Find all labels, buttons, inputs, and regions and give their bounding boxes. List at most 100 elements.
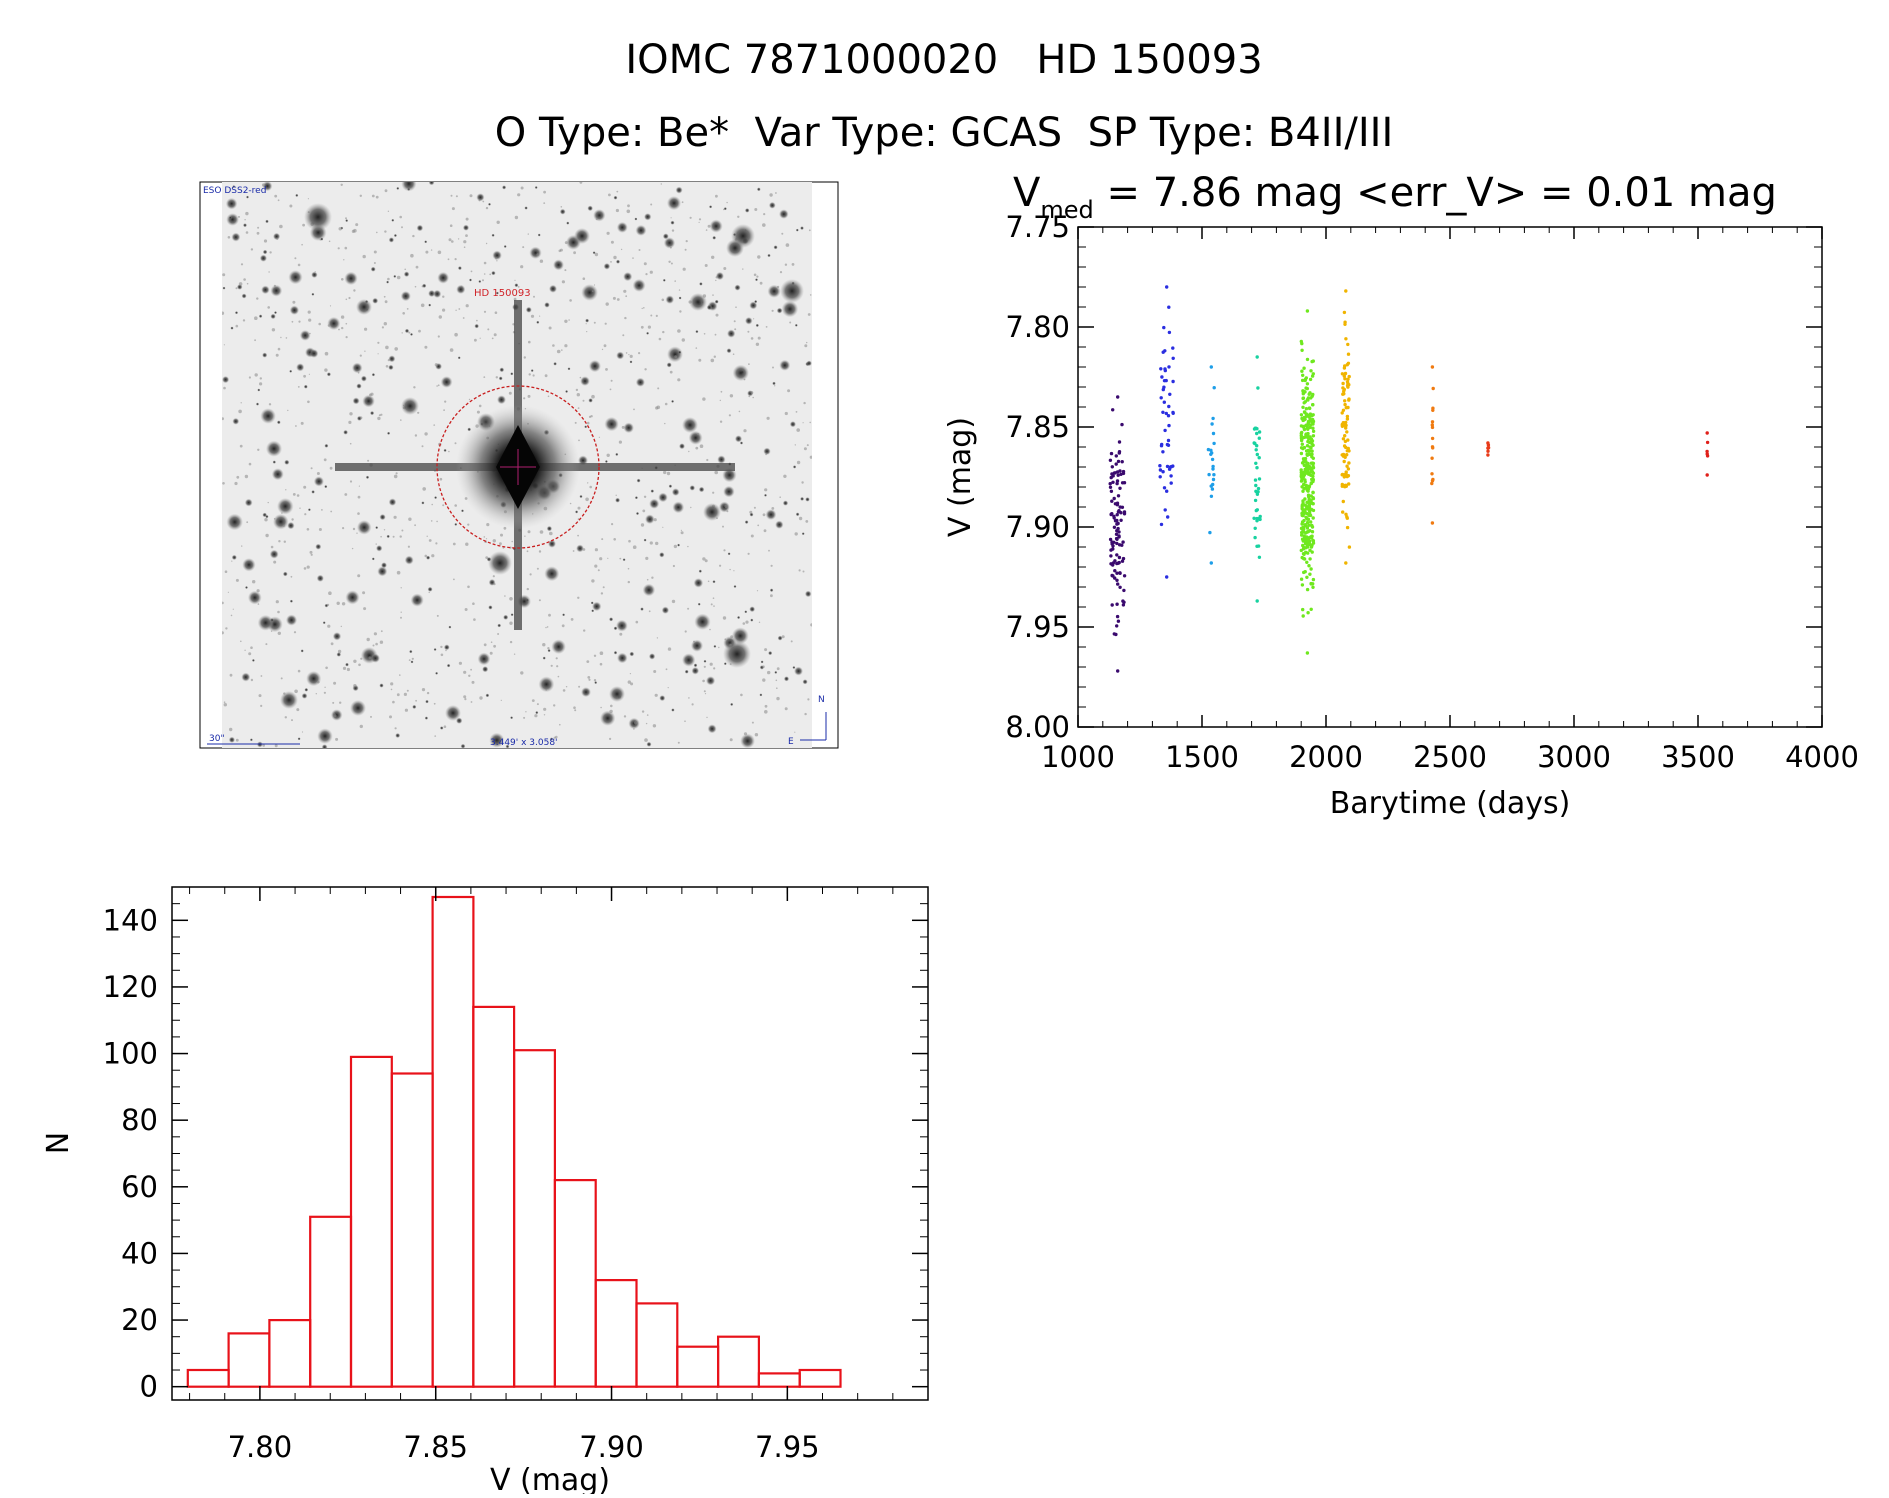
sky-star <box>489 732 505 748</box>
sky-star-faint <box>339 701 342 704</box>
sky-star <box>587 205 593 212</box>
sky-star-faint <box>655 314 658 317</box>
sky-star-faint <box>599 662 603 666</box>
sky-star-faint <box>393 515 397 519</box>
scatter-point <box>1211 482 1215 487</box>
scatter-point <box>1303 471 1308 475</box>
sky-star <box>529 246 542 259</box>
sky-star <box>768 201 776 209</box>
sky-star <box>629 360 633 364</box>
sky-star-faint <box>316 472 320 475</box>
sky-star-faint <box>673 544 678 549</box>
sky-star-faint <box>383 529 386 531</box>
sky-star <box>360 375 367 382</box>
sky-star-faint <box>341 602 346 606</box>
sky-star-faint <box>291 518 294 521</box>
sky-star-faint <box>329 466 333 470</box>
sky-star-faint <box>757 255 761 259</box>
scatter-point <box>1118 585 1122 589</box>
scatter-point <box>1300 555 1304 560</box>
sky-star <box>616 221 628 233</box>
scatter-point <box>1310 530 1315 534</box>
sky-star-faint <box>677 378 681 382</box>
scatter-point <box>1109 489 1114 493</box>
sky-star <box>315 543 322 550</box>
sky-star-faint <box>526 550 529 553</box>
sky-star <box>437 271 450 284</box>
sky-star-faint <box>454 504 458 507</box>
sky-star-faint <box>558 249 562 253</box>
sky-star <box>259 254 267 262</box>
sky-star <box>549 737 554 741</box>
sky-star-faint <box>442 504 445 507</box>
sky-star <box>434 496 438 500</box>
sky-star <box>270 313 276 320</box>
sky-star-faint <box>345 298 348 301</box>
sky-star <box>690 639 704 652</box>
sky-star-faint <box>341 278 344 281</box>
sky-star-faint <box>740 693 743 697</box>
sky-star-faint <box>240 402 242 404</box>
sky-star-faint <box>764 488 768 492</box>
scatter-point <box>1253 498 1258 503</box>
sky-star-faint <box>449 224 453 227</box>
sky-star <box>439 726 444 730</box>
sky-star <box>773 245 778 250</box>
sky-star <box>371 557 375 561</box>
sky-star-faint <box>593 654 597 657</box>
scatter-point <box>1305 526 1310 530</box>
sky-star-faint <box>244 674 246 676</box>
survey-label: ESO DSS2-red <box>203 186 266 196</box>
sky-star-faint <box>385 365 389 368</box>
sky-star-faint <box>573 251 576 255</box>
sky-star-bright <box>488 551 512 575</box>
sky-star-faint <box>454 258 457 261</box>
sky-star-faint <box>525 711 527 713</box>
sky-star-faint <box>733 570 735 572</box>
sky-star-faint <box>450 194 453 197</box>
sky-star-faint <box>629 673 632 675</box>
scatter-point <box>1306 427 1310 431</box>
sky-star-faint <box>468 674 471 677</box>
sky-star-faint <box>545 688 548 691</box>
sky-star-faint <box>462 317 465 319</box>
sky-star-faint <box>672 564 676 568</box>
sky-star-faint <box>678 289 681 291</box>
scatter-point <box>1255 466 1259 470</box>
sky-star <box>284 459 290 465</box>
scatter-point <box>1430 423 1435 427</box>
sky-star <box>231 554 237 561</box>
sky-star-faint <box>254 316 258 321</box>
sky-star-faint <box>399 215 403 219</box>
sky-star-faint <box>302 223 305 227</box>
sky-star <box>634 217 638 221</box>
sky-star-faint <box>762 513 766 517</box>
scatter-point <box>1311 429 1316 433</box>
sky-star-faint <box>677 741 680 744</box>
sky-star-faint <box>769 193 773 197</box>
sky-star-faint <box>323 458 327 462</box>
sky-star <box>395 733 401 738</box>
histogram-xtick-label: 7.85 <box>403 1430 468 1464</box>
sky-star-faint <box>762 678 766 682</box>
sky-star-faint <box>277 347 281 351</box>
sky-star-faint <box>548 613 551 617</box>
sky-star-faint <box>597 364 599 366</box>
scatter-point <box>1121 603 1126 607</box>
sky-star <box>588 398 593 403</box>
sky-star-faint <box>616 298 620 301</box>
sky-star <box>551 639 566 654</box>
sky-star-faint <box>776 696 780 701</box>
sky-star-faint <box>804 712 807 716</box>
sky-star <box>749 301 758 310</box>
sky-star <box>476 193 485 202</box>
scatter-title: Vmed = 7.86 mag <err_V> = 0.01 mag <box>1013 170 1777 224</box>
sky-star-faint <box>306 565 310 569</box>
sky-star-faint <box>240 263 244 266</box>
scatter-point <box>1167 423 1171 428</box>
scatter-point <box>1120 422 1124 427</box>
sky-star-faint <box>359 194 362 197</box>
scatter-point <box>1161 387 1166 392</box>
scatter-point <box>1311 585 1315 589</box>
